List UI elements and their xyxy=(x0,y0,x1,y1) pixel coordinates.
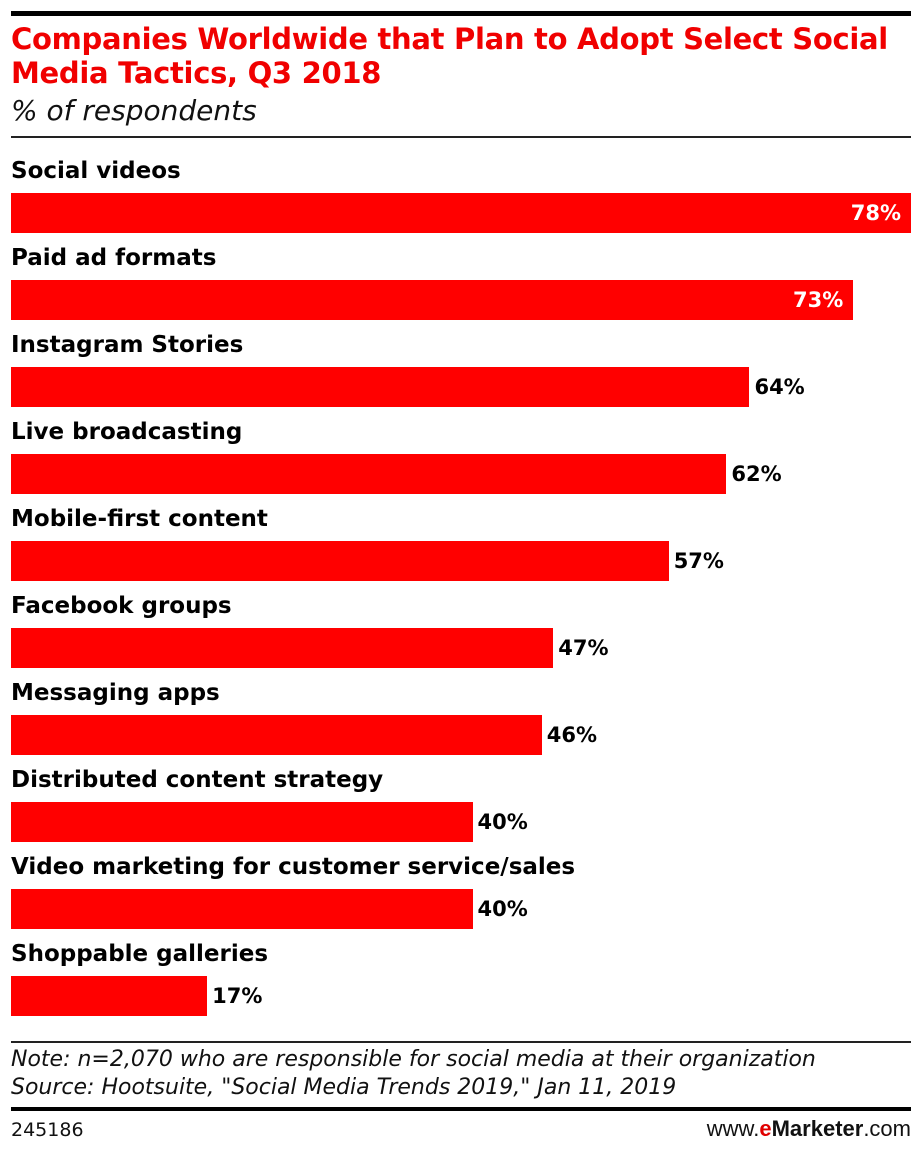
emarketer-logo: www.eMarketer.com xyxy=(706,1116,911,1141)
bar xyxy=(11,367,750,407)
value-label: 17% xyxy=(212,984,263,1008)
category-label: Distributed content strategy xyxy=(11,767,384,793)
bar xyxy=(11,976,208,1016)
bar xyxy=(11,802,473,842)
category-label: Instagram Stories xyxy=(11,332,244,358)
note-text: Note: n=2,070 who are responsible for so… xyxy=(11,1047,816,1072)
value-label: 40% xyxy=(477,810,528,834)
chart-subtitle: % of respondents xyxy=(11,94,257,127)
footer-rule xyxy=(11,1041,911,1043)
value-label: 40% xyxy=(477,897,528,921)
value-label: 78% xyxy=(850,201,901,225)
bar xyxy=(11,628,554,668)
bar xyxy=(11,715,542,755)
category-label: Facebook groups xyxy=(11,593,232,619)
chart-title: Companies Worldwide that Plan to Adopt S… xyxy=(11,22,888,90)
bar xyxy=(11,889,473,929)
source-text: Source: Hootsuite, "Social Media Trends … xyxy=(11,1075,677,1100)
bar xyxy=(11,541,669,581)
category-label: Mobile-first content xyxy=(11,506,268,532)
category-label: Social videos xyxy=(11,158,181,184)
bar xyxy=(11,193,911,233)
header-rule xyxy=(11,136,911,138)
bottom-rule xyxy=(11,1107,911,1111)
category-label: Shoppable galleries xyxy=(11,941,269,967)
bar xyxy=(11,280,854,320)
top-rule xyxy=(11,11,911,16)
bar xyxy=(11,454,727,494)
category-label: Paid ad formats xyxy=(11,245,217,271)
value-label: 64% xyxy=(754,375,805,399)
category-label: Messaging apps xyxy=(11,680,220,706)
value-label: 47% xyxy=(558,636,609,660)
value-label: 62% xyxy=(731,462,782,486)
category-label: Live broadcasting xyxy=(11,419,243,445)
chart-id: 245186 xyxy=(11,1119,84,1141)
value-label: 57% xyxy=(673,549,724,573)
category-label: Video marketing for customer service/sal… xyxy=(11,854,576,880)
footnote: Note: n=2,070 who are responsible for so… xyxy=(11,1046,816,1102)
value-label: 73% xyxy=(793,288,844,312)
value-label: 46% xyxy=(546,723,598,747)
